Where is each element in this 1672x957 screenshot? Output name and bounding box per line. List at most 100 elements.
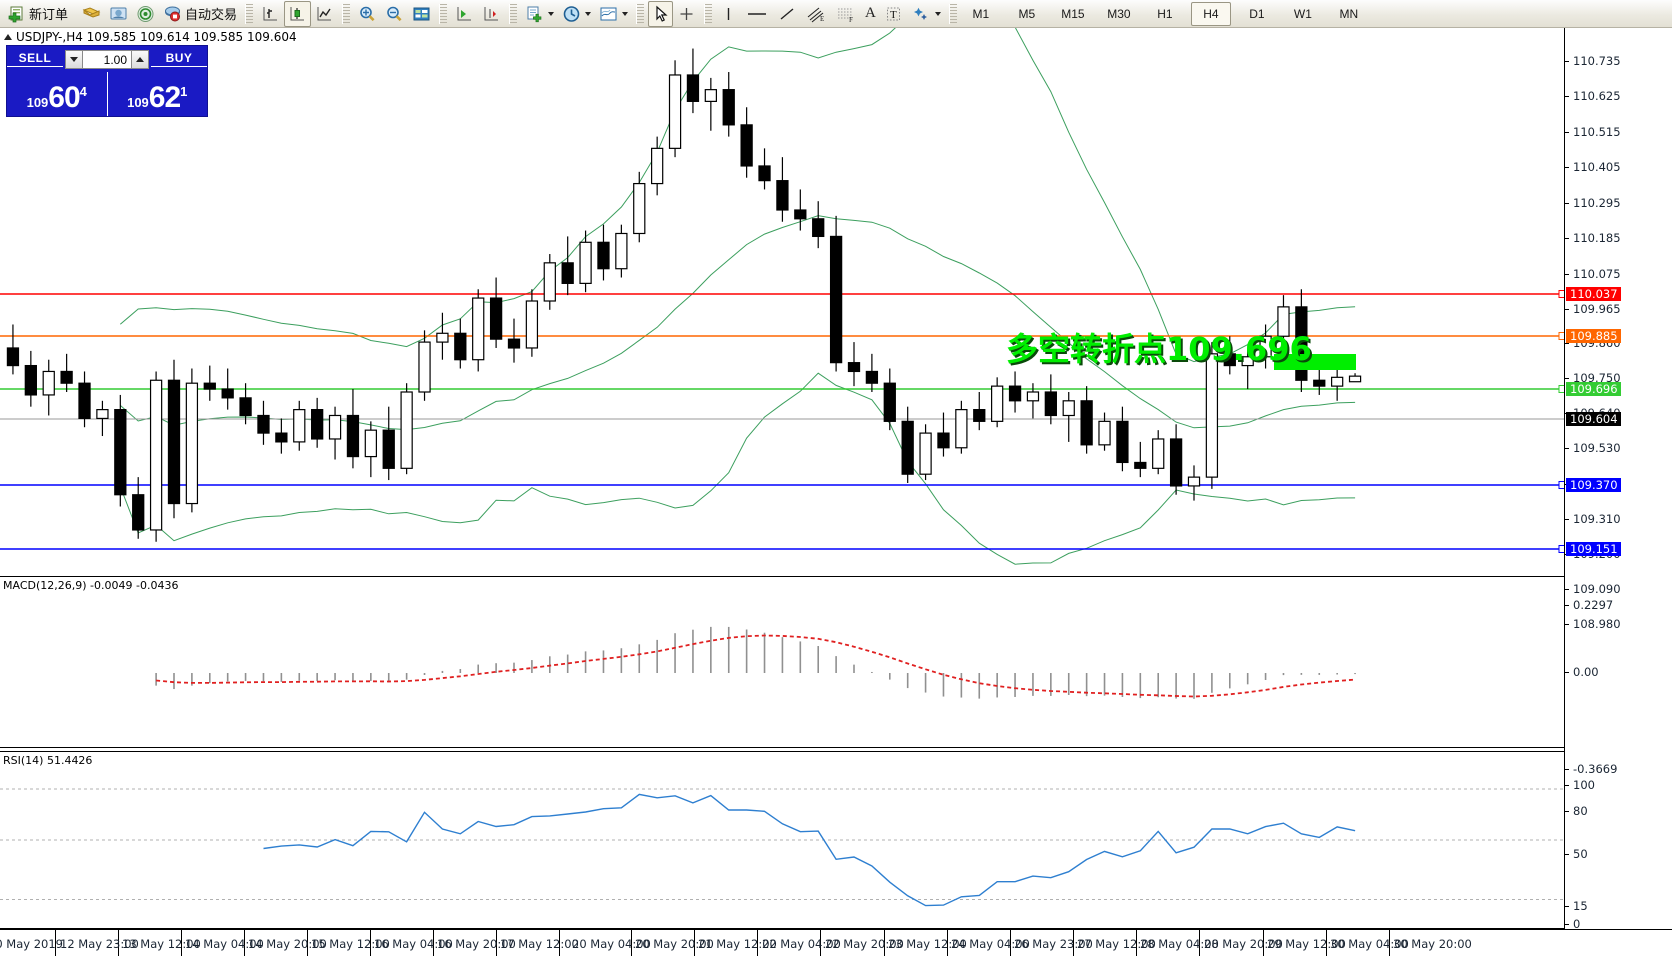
new-order-button[interactable]: 新订单 bbox=[4, 1, 72, 27]
timeframe-mn[interactable]: MN bbox=[1339, 6, 1359, 21]
time-label: 23 May 12:00 bbox=[888, 937, 967, 951]
expert-advisor-button[interactable]: 自动交易 bbox=[159, 1, 241, 27]
resistance-line-109885-badge[interactable]: 109.885 bbox=[1566, 329, 1621, 343]
resistance-line-109885-handle[interactable] bbox=[1558, 332, 1564, 340]
candle bbox=[257, 400, 270, 445]
data-window-button[interactable] bbox=[408, 1, 435, 27]
timeframe-h4[interactable]: H4 bbox=[1190, 1, 1231, 26]
line-chart-icon bbox=[317, 6, 332, 20]
support-line-109370-handle[interactable] bbox=[1558, 481, 1564, 489]
support-line-109370-badge[interactable]: 109.370 bbox=[1566, 478, 1621, 492]
trendline-button[interactable] bbox=[773, 1, 801, 27]
time-divider bbox=[244, 930, 245, 956]
timeframe-m30[interactable]: M30 bbox=[1107, 6, 1131, 21]
volume-decrease-button[interactable] bbox=[65, 49, 83, 69]
candle bbox=[722, 72, 735, 137]
candle bbox=[185, 368, 199, 513]
sell-button[interactable]: SELL bbox=[7, 51, 63, 67]
chart-shift-icon bbox=[457, 6, 472, 20]
candle bbox=[239, 383, 252, 425]
rsi-tick bbox=[1565, 854, 1569, 855]
chevron-down-icon[interactable] bbox=[548, 11, 555, 16]
timeframe-h1[interactable]: H1 bbox=[1157, 6, 1173, 21]
templates-button[interactable] bbox=[595, 1, 632, 27]
support-line-109151-badge[interactable]: 109.151 bbox=[1566, 542, 1621, 556]
timeframe-m5[interactable]: M5 bbox=[1018, 6, 1036, 21]
time-label: 10 May 2019 bbox=[0, 937, 63, 951]
candle bbox=[704, 77, 717, 131]
sell-price-fraction: 4 bbox=[79, 84, 87, 99]
chevron-down-icon-4[interactable] bbox=[934, 11, 941, 16]
line-chart-button[interactable] bbox=[311, 1, 338, 27]
price-pane[interactable] bbox=[0, 28, 1564, 574]
macd-tick bbox=[1565, 672, 1569, 673]
sell-price-display[interactable]: 109 60 4 bbox=[7, 72, 108, 116]
rsi-pane[interactable]: RSI(14) 51.4426 bbox=[0, 751, 1564, 929]
candle bbox=[937, 412, 950, 457]
candle bbox=[561, 236, 574, 296]
candle bbox=[686, 48, 700, 114]
buy-price-display[interactable]: 109 62 1 bbox=[108, 72, 208, 116]
support-line-109151-handle[interactable] bbox=[1558, 545, 1564, 553]
folder-button[interactable] bbox=[78, 1, 105, 27]
trade-panel-prices: 109 60 4 109 62 1 bbox=[7, 72, 207, 116]
macd-chart-svg bbox=[155, 626, 1356, 699]
period-button[interactable] bbox=[558, 1, 595, 27]
crosshair-button[interactable] bbox=[673, 1, 700, 27]
candle bbox=[364, 421, 377, 478]
chart-annotation-text[interactable]: 多空转折点109.696 bbox=[1006, 330, 1312, 368]
folder-icon bbox=[82, 6, 101, 18]
horizontal-line-button[interactable] bbox=[741, 1, 773, 27]
time-divider bbox=[559, 930, 560, 956]
candle bbox=[812, 201, 825, 249]
fibonacci-button[interactable]: F bbox=[831, 1, 861, 27]
price-scale[interactable]: 110.735 110.625 110.515 110.405 110.295 110.1… bbox=[1564, 28, 1672, 931]
timeframe-d1[interactable]: D1 bbox=[1249, 6, 1265, 21]
resistance-line-110037-badge[interactable]: 110.037 bbox=[1566, 287, 1621, 301]
zoom-out-button[interactable] bbox=[381, 1, 408, 27]
chevron-up-icon-vol bbox=[136, 56, 144, 62]
price-tick-label: 109.750 bbox=[1573, 371, 1621, 385]
network-button[interactable] bbox=[132, 1, 159, 27]
text-label-button[interactable]: T bbox=[880, 1, 907, 27]
timeframe-w1[interactable]: W1 bbox=[1293, 6, 1312, 21]
collapse-triangle-icon[interactable] bbox=[4, 34, 12, 40]
timeframe-m1[interactable]: M1 bbox=[972, 6, 990, 21]
time-label: 22 May 04:00 bbox=[762, 937, 841, 951]
equidistant-channel-button[interactable]: E bbox=[801, 1, 831, 27]
price-tick bbox=[1565, 167, 1569, 168]
chart-window[interactable]: USDJPY-,H4 109.585 109.614 109.585 109.6… bbox=[0, 28, 1672, 957]
volume-stepper[interactable]: 1.00 bbox=[65, 49, 149, 69]
objects-icon bbox=[913, 7, 927, 20]
chevron-down-icon-2[interactable] bbox=[585, 11, 592, 16]
highlight-rectangle[interactable] bbox=[1274, 354, 1356, 370]
profile-button[interactable] bbox=[105, 1, 132, 27]
auto-scroll-button[interactable] bbox=[478, 1, 505, 27]
text-button[interactable]: A bbox=[865, 5, 876, 21]
chevron-down-icon-3[interactable] bbox=[622, 11, 629, 16]
volume-increase-button[interactable] bbox=[131, 49, 149, 69]
indicators-button[interactable] bbox=[521, 1, 558, 27]
zoom-in-button[interactable] bbox=[354, 1, 381, 27]
volume-input[interactable]: 1.00 bbox=[83, 49, 131, 69]
time-label: 28 May 04:00 bbox=[1140, 937, 1219, 951]
chart-shift-button[interactable] bbox=[451, 1, 478, 27]
candle bbox=[1348, 373, 1362, 383]
indicators-icon bbox=[527, 6, 542, 22]
timeframe-m15[interactable]: M15 bbox=[1061, 6, 1085, 21]
buy-button[interactable]: BUY bbox=[151, 51, 207, 67]
pivot-line-109696-handle[interactable] bbox=[1558, 385, 1564, 393]
one-click-trading-panel[interactable]: SELL 1.00 BUY 109 60 4 109 62 1 bbox=[6, 45, 208, 117]
vertical-line-button[interactable] bbox=[716, 1, 741, 27]
bar-chart-button[interactable] bbox=[257, 1, 284, 27]
pivot-line-109696-badge[interactable]: 109.696 bbox=[1566, 382, 1621, 396]
objects-button[interactable] bbox=[907, 1, 945, 27]
crosshair-icon bbox=[680, 7, 693, 20]
macd-pane[interactable]: MACD(12,26,9) -0.0049 -0.0436 bbox=[0, 576, 1564, 748]
network-icon bbox=[137, 5, 154, 22]
resistance-line-110037-handle[interactable] bbox=[1558, 290, 1564, 298]
cursor-button[interactable] bbox=[648, 0, 674, 27]
current-price-line-badge[interactable]: 109.604 bbox=[1566, 412, 1621, 426]
candlestick-chart-button[interactable] bbox=[284, 0, 312, 27]
